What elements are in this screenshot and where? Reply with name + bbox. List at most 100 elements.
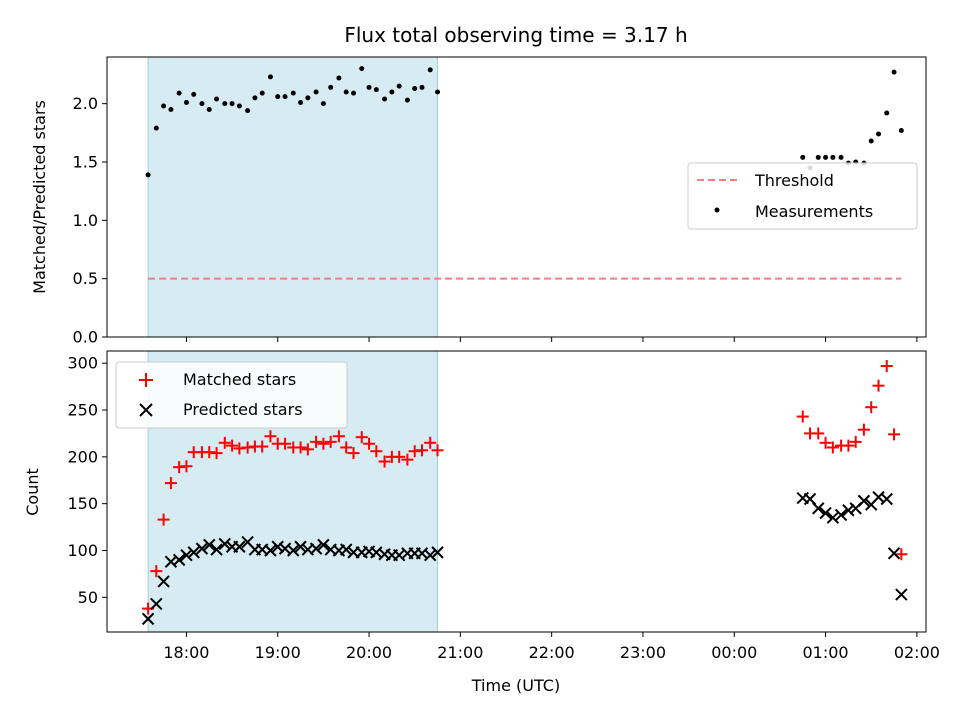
x-tick-label: 02:00 — [894, 643, 940, 662]
measurement-point — [412, 86, 418, 91]
measurement-point — [298, 100, 304, 105]
measurement-point — [199, 101, 205, 107]
matched-star-point — [218, 436, 231, 449]
matched-star-point — [164, 477, 177, 490]
measurement-point — [427, 67, 433, 73]
measurement-point — [389, 89, 395, 95]
matched-star-point — [826, 441, 839, 454]
measurement-point — [267, 74, 273, 80]
matched-star-point — [431, 444, 444, 457]
measurement-point — [823, 154, 829, 160]
x-tick-label: 18:00 — [163, 643, 209, 662]
predicted-star-point — [317, 538, 330, 552]
bottom-y-axis-label: Count — [23, 468, 42, 516]
matched-star-point — [401, 453, 414, 466]
legend-measurements-label: Measurements — [755, 202, 873, 221]
matched-star-point — [857, 423, 870, 436]
predicted-star-point — [233, 540, 246, 553]
bottom-legend: Matched stars Predicted stars — [115, 361, 348, 429]
measurement-point — [343, 89, 349, 95]
measurement-point — [898, 128, 904, 133]
measurement-point — [419, 84, 425, 90]
measurement-point — [359, 66, 365, 72]
y-tick-label: 2.0 — [73, 94, 98, 113]
top-highlight-span — [147, 56, 438, 338]
measurement-point — [236, 103, 242, 109]
matched-star-point — [363, 437, 376, 450]
measurement-point — [214, 96, 220, 102]
top-axes-frame — [106, 56, 927, 338]
measurement-point — [259, 90, 265, 96]
predicted-star-point — [287, 544, 300, 557]
predicted-star-point — [210, 543, 223, 556]
measurement-point — [404, 97, 410, 103]
matched-star-point — [865, 401, 878, 414]
measurement-point — [351, 90, 357, 96]
predicted-star-point — [203, 538, 216, 552]
top-x-ticks — [185, 337, 918, 342]
y-tick-label: 300 — [67, 354, 98, 373]
measurement-point — [282, 94, 288, 100]
x-tick-label: 00:00 — [711, 643, 757, 662]
bottom-y-ticks: 50 100 150 200 250 300 — [67, 354, 107, 607]
predicted-star-point — [187, 546, 200, 559]
measurement-point — [891, 69, 897, 75]
chart-title: Flux total observing time = 3.17 h — [344, 23, 687, 47]
y-tick-label: 0.0 — [73, 328, 98, 347]
matched-star-point — [210, 447, 223, 460]
matched-star-point — [301, 443, 314, 456]
predicted-star-point — [172, 553, 186, 567]
legend-predicted-label: Predicted stars — [183, 400, 303, 419]
bottom-x-ticks: 18:00 19:00 20:00 21:00 22:00 23:00 00:00 01:00… — [163, 632, 940, 662]
legend-predicted-swatch — [139, 403, 153, 417]
matched-star-point — [872, 379, 885, 392]
matched-star-point — [324, 435, 337, 448]
matched-star-point — [849, 435, 862, 448]
x-tick-label: 23:00 — [620, 643, 666, 662]
top-panel: 0.00.51.01.52.0 Matched/Predicted stars … — [30, 56, 927, 347]
measurement-point — [313, 89, 319, 95]
predicted-star-point — [141, 612, 155, 626]
predicted-star-point — [895, 588, 908, 601]
matched-star-point — [294, 441, 307, 454]
measurement-point — [868, 138, 874, 144]
measurement-point — [382, 96, 388, 102]
matched-star-point — [226, 439, 239, 452]
measurement-point — [161, 103, 167, 109]
predicted-star-point — [180, 548, 193, 562]
predicted-star-point — [294, 540, 307, 553]
predicted-star-point — [819, 506, 832, 520]
measurement-point — [252, 95, 258, 101]
measurement-point — [830, 154, 836, 160]
predicted-star-point — [842, 504, 855, 517]
matched-star-point — [888, 428, 901, 441]
measurement-point — [328, 84, 334, 90]
measurement-point — [206, 107, 212, 112]
bottom-panel: 50 100 150 200 250 300 18:00 19:00 20:00 21:00 22… — [23, 350, 940, 695]
measurement-point — [191, 91, 197, 97]
measurement-point — [884, 110, 890, 116]
predicted-star-point — [150, 597, 163, 611]
bottom-predicted-points — [141, 490, 908, 626]
predicted-star-point — [195, 542, 209, 555]
matched-star-point — [340, 441, 353, 454]
legend-measurements-swatch — [714, 207, 720, 213]
matched-star-point — [819, 436, 832, 449]
top-legend-box — [687, 162, 918, 230]
top-measurement-points — [145, 66, 904, 178]
top-legend: Threshold Measurements — [687, 162, 918, 230]
matched-star-point — [256, 440, 269, 453]
measurement-point — [305, 95, 311, 101]
matched-star-point — [150, 565, 163, 578]
measurement-point — [396, 83, 402, 89]
matched-star-point — [310, 435, 323, 448]
measurement-point — [876, 131, 882, 137]
matched-star-point — [842, 439, 855, 452]
predicted-star-point — [887, 547, 901, 560]
measurement-point — [320, 101, 326, 107]
x-tick-label: 01:00 — [803, 643, 849, 662]
predicted-star-point — [880, 492, 893, 506]
measurement-point — [800, 154, 806, 160]
matched-star-point — [332, 430, 345, 443]
